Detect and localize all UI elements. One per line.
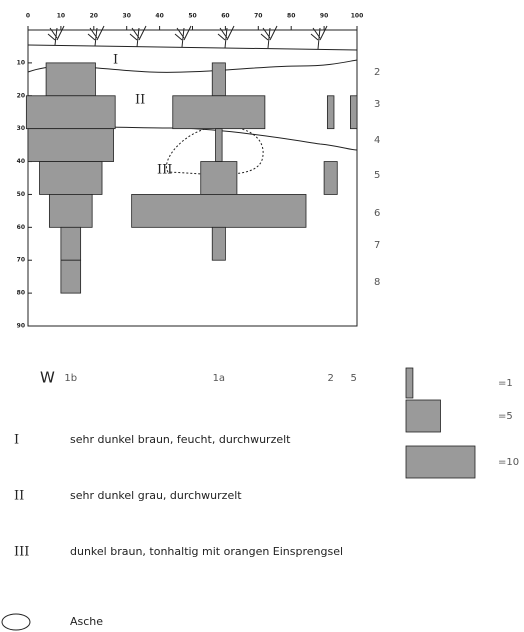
abundance-bar xyxy=(60,226,82,261)
legend-label: =5 xyxy=(498,411,513,422)
x-tick-label: 60 xyxy=(221,13,229,20)
abundance-bar xyxy=(172,95,266,130)
abundance-bar xyxy=(326,95,335,130)
y-tick-label: 60 xyxy=(17,224,25,231)
x-tick-label: 0 xyxy=(26,13,30,20)
abundance-bar xyxy=(131,194,307,228)
layer-number: 2 xyxy=(374,67,380,78)
abundance-bar xyxy=(350,95,358,130)
horizon-label: I xyxy=(113,53,118,68)
x-tick-label: 10 xyxy=(57,13,65,20)
surface-line xyxy=(27,44,358,51)
layer-number: 4 xyxy=(374,135,380,146)
abundance-bar xyxy=(211,62,226,97)
abundance-bar xyxy=(25,95,116,130)
layer-number: 6 xyxy=(374,208,380,219)
key-symbol: II xyxy=(14,489,24,504)
key-symbol: I xyxy=(14,433,19,448)
y-tick-label: 40 xyxy=(17,158,25,165)
y-tick-label: 10 xyxy=(17,59,25,66)
abundance-bar xyxy=(27,128,114,162)
column-label: 1b xyxy=(64,373,77,384)
plants xyxy=(47,25,328,50)
key-text: sehr dunkel braun, feucht, durchwurzelt xyxy=(70,433,291,446)
abundance-bar xyxy=(48,194,93,228)
column-label: 5 xyxy=(351,373,357,384)
layer-number: 7 xyxy=(374,240,380,251)
horizon-label: II xyxy=(135,93,145,108)
abundance-bar xyxy=(215,128,223,162)
x-tick-label: 80 xyxy=(287,13,295,20)
y-tick-label: 20 xyxy=(17,92,25,99)
y-tick-label: 50 xyxy=(17,191,25,198)
y-tick-label: 80 xyxy=(17,290,25,297)
x-tick-label: 50 xyxy=(188,13,196,20)
legend-label: =10 xyxy=(498,457,519,468)
y-tick-label: 90 xyxy=(17,323,25,330)
column-label: 1a xyxy=(213,373,226,384)
abundance-bar xyxy=(200,161,238,195)
key-symbol: III xyxy=(14,545,29,560)
x-tick-label: 30 xyxy=(123,13,131,20)
ash-symbol xyxy=(1,613,31,631)
x-tick-label: 70 xyxy=(254,13,262,20)
row-label: W xyxy=(40,369,55,387)
legend-label: =1 xyxy=(498,378,513,389)
legend-swatch xyxy=(405,445,476,479)
x-tick-label: 20 xyxy=(90,13,98,20)
abundance-bar xyxy=(39,161,103,195)
key-text: Asche xyxy=(70,615,103,628)
abundance-bar xyxy=(45,62,96,97)
key-text: sehr dunkel grau, durchwurzelt xyxy=(70,489,242,502)
column-label: 2 xyxy=(327,373,333,384)
abundance-bar xyxy=(211,226,226,261)
x-tick-label: 100 xyxy=(351,13,364,20)
y-tick-label: 70 xyxy=(17,257,25,264)
legend-swatch xyxy=(405,399,441,433)
layer-number: 8 xyxy=(374,277,380,288)
layer-number: 3 xyxy=(374,99,380,110)
abundance-bar xyxy=(323,161,338,195)
x-tick-label: 90 xyxy=(320,13,328,20)
layer-number: 5 xyxy=(374,170,380,181)
key-text: dunkel braun, tonhaltig mit orangen Eins… xyxy=(70,545,343,558)
x-tick-label: 40 xyxy=(155,13,163,20)
legend-swatch xyxy=(405,367,414,399)
horizon-label: III xyxy=(157,163,172,178)
y-tick-label: 30 xyxy=(17,125,25,132)
abundance-bar xyxy=(60,259,82,294)
